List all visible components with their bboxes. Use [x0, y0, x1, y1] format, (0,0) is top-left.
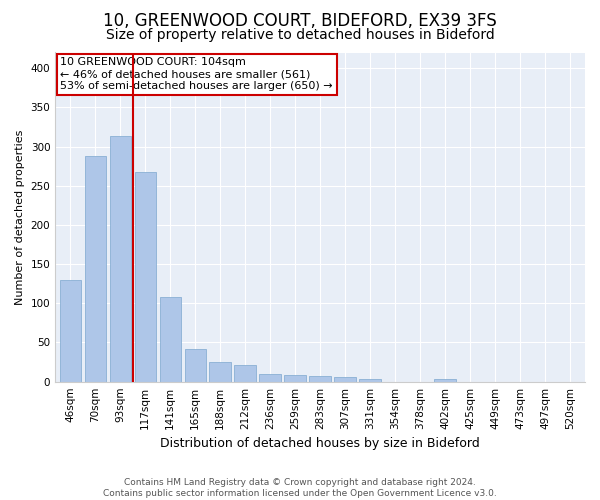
Text: Size of property relative to detached houses in Bideford: Size of property relative to detached ho…: [106, 28, 494, 42]
Bar: [284, 374, 306, 382]
Bar: [160, 297, 181, 382]
Bar: [334, 377, 356, 382]
Bar: [110, 136, 131, 382]
Y-axis label: Number of detached properties: Number of detached properties: [15, 130, 25, 305]
Bar: [259, 374, 281, 382]
Bar: [185, 349, 206, 382]
X-axis label: Distribution of detached houses by size in Bideford: Distribution of detached houses by size …: [160, 437, 480, 450]
Text: 10 GREENWOOD COURT: 104sqm
← 46% of detached houses are smaller (561)
53% of sem: 10 GREENWOOD COURT: 104sqm ← 46% of deta…: [61, 58, 333, 90]
Bar: [434, 378, 455, 382]
Text: 10, GREENWOOD COURT, BIDEFORD, EX39 3FS: 10, GREENWOOD COURT, BIDEFORD, EX39 3FS: [103, 12, 497, 30]
Bar: [359, 380, 380, 382]
Bar: [59, 280, 81, 382]
Bar: [235, 365, 256, 382]
Bar: [134, 172, 156, 382]
Bar: [209, 362, 231, 382]
Text: Contains HM Land Registry data © Crown copyright and database right 2024.
Contai: Contains HM Land Registry data © Crown c…: [103, 478, 497, 498]
Bar: [310, 376, 331, 382]
Bar: [85, 156, 106, 382]
